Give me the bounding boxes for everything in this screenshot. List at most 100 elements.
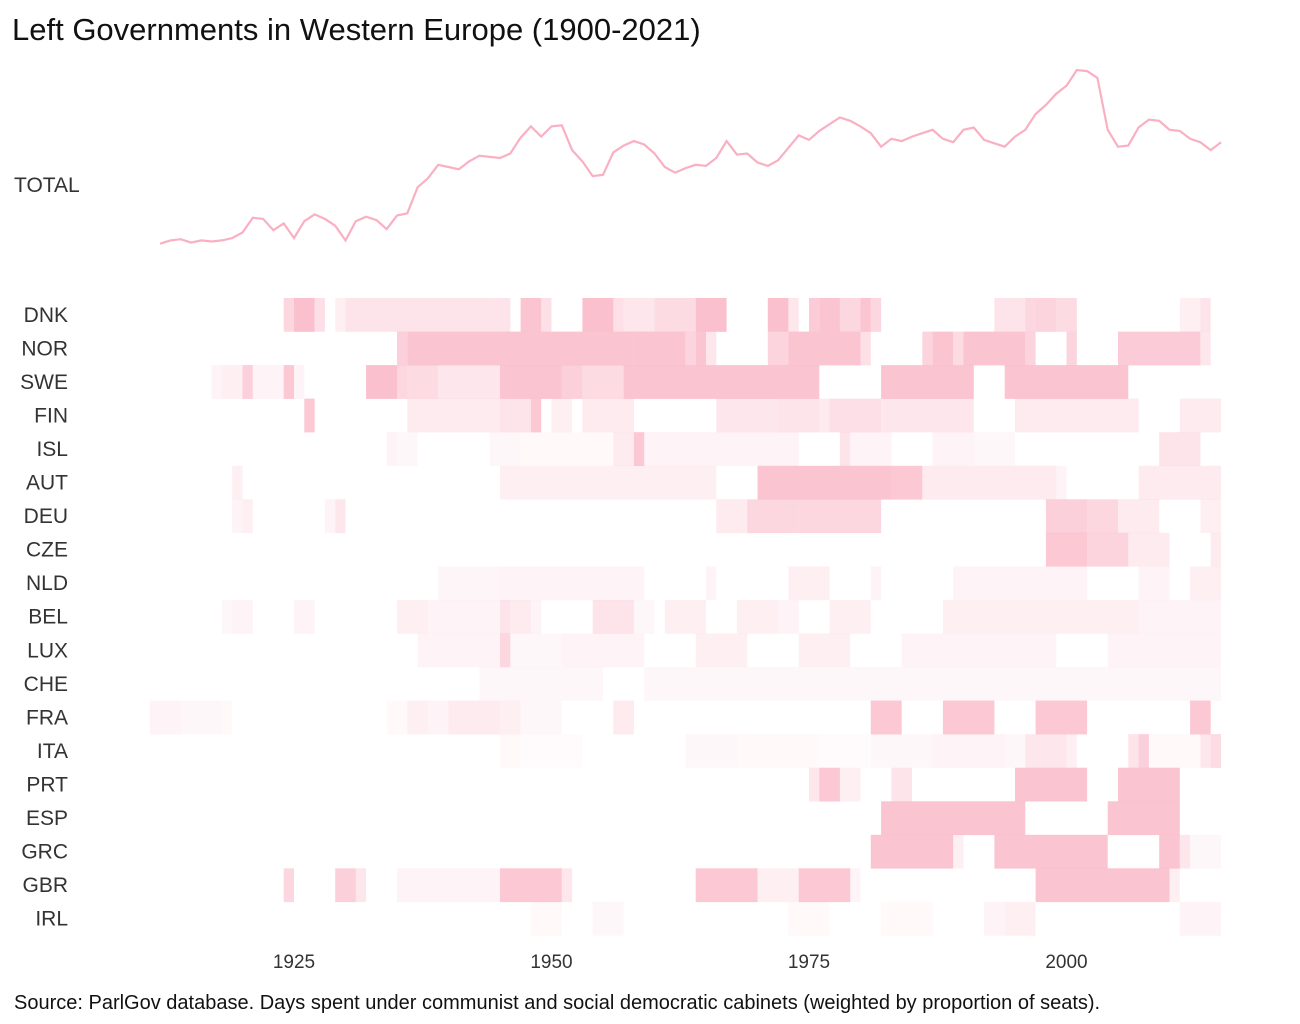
heat-cell-isl: [397, 432, 418, 466]
heat-cell-irl: [1004, 901, 1036, 936]
heatmap-cells: [149, 298, 1221, 936]
heat-cell-dnk: [819, 298, 840, 332]
heat-cell-isl: [1159, 432, 1201, 466]
heat-cell-isl: [850, 432, 892, 466]
heat-cell-nor: [932, 331, 954, 366]
heat-cell-dnk: [870, 298, 882, 332]
heat-cell-nor: [1025, 331, 1036, 366]
heat-cell-irl: [530, 901, 562, 936]
heat-cell-nld: [500, 566, 645, 601]
heat-cell-prt: [1015, 767, 1088, 802]
heat-cell-bel: [1179, 600, 1221, 634]
heat-cell-dnk: [1179, 298, 1201, 332]
heat-cell-dnk: [767, 298, 789, 332]
heat-cell-irl: [592, 901, 624, 936]
heat-cell-gbr: [283, 868, 294, 903]
heat-cell-fin: [551, 398, 573, 433]
heat-cell-dnk: [448, 298, 490, 332]
heat-cell-gbr: [1035, 868, 1170, 903]
heat-cell-bel: [829, 600, 871, 634]
heat-cell-gbr: [397, 868, 500, 903]
heat-cell-dnk: [1056, 298, 1077, 332]
total-series-line: [159, 68, 1222, 245]
chart-caption: Source: ParlGov database. Days spent und…: [14, 992, 1101, 1014]
heat-cell-bel: [1045, 600, 1139, 634]
heat-cell-dnk: [613, 298, 624, 332]
heat-cell-swe: [623, 365, 820, 399]
country-label-deu: DEU: [24, 505, 68, 528]
country-label-cze: CZE: [26, 539, 68, 562]
heat-cell-nor: [922, 331, 933, 366]
heat-cell-ita: [1200, 734, 1211, 768]
heat-cell-ita: [1025, 734, 1067, 768]
heat-cell-dnk: [520, 298, 542, 332]
heat-cell-swe: [252, 365, 264, 399]
heat-cell-isl: [839, 432, 851, 466]
heat-cell-grc: [1179, 834, 1191, 869]
heat-cell-prt: [839, 767, 861, 802]
heat-cell-che: [479, 667, 603, 701]
heat-cell-fin: [530, 398, 542, 433]
x-tick-label: 1975: [788, 952, 830, 973]
heat-cell-fra: [520, 700, 562, 735]
heat-cell-swe: [881, 365, 974, 399]
heat-cell-deu: [335, 499, 346, 534]
heat-cell-gbr: [1169, 868, 1180, 903]
heat-cell-swe: [366, 365, 397, 399]
country-label-ita: ITA: [37, 740, 68, 763]
heat-cell-nld: [953, 566, 1005, 601]
x-tick-label: 1925: [273, 952, 315, 973]
heat-cell-fra: [149, 700, 181, 735]
heat-cell-gbr: [500, 868, 562, 903]
heat-cell-bel: [397, 600, 428, 634]
heat-cell-bel: [1138, 600, 1180, 634]
heat-cell-dnk: [294, 298, 315, 332]
heat-cell-isl: [942, 432, 974, 466]
heat-cell-nld: [1138, 566, 1170, 601]
heat-cell-ita: [819, 734, 871, 768]
heat-cell-fra: [427, 700, 449, 735]
heat-cell-bel: [592, 600, 634, 634]
heat-cell-isl: [386, 432, 397, 466]
heat-cell-bel: [221, 600, 233, 634]
heat-cell-isl: [613, 432, 634, 466]
heat-cell-fin: [1097, 398, 1139, 433]
total-label: TOTAL: [14, 174, 80, 197]
heat-cell-ita: [1210, 734, 1221, 768]
heat-cell-grc: [1159, 834, 1180, 869]
heat-cell-nld: [1004, 566, 1088, 601]
heat-cell-dnk: [366, 298, 449, 332]
heat-cell-ita: [500, 734, 521, 768]
heat-cell-dnk: [1200, 298, 1211, 332]
country-label-fra: FRA: [26, 706, 68, 729]
heat-cell-nor: [685, 331, 696, 366]
heat-cell-swe: [211, 365, 222, 399]
heat-cell-deu: [1045, 499, 1088, 534]
heat-cell-isl: [973, 432, 1015, 466]
heat-cell-fin: [881, 398, 933, 433]
heat-cell-deu: [232, 499, 243, 534]
heat-cell-nld: [1190, 566, 1221, 601]
heat-cell-aut: [1056, 465, 1067, 500]
heat-cell-deu: [747, 499, 799, 534]
heat-cell-fra: [870, 700, 902, 735]
heat-cell-ita: [736, 734, 820, 768]
heat-cell-irl: [1179, 901, 1221, 936]
heat-cell-gbr: [850, 868, 861, 903]
heat-cell-gbr: [798, 868, 851, 903]
heat-cell-grc: [994, 834, 1108, 869]
heat-cell-nor: [1118, 331, 1201, 366]
heat-cell-ita: [685, 734, 737, 768]
country-label-che: CHE: [24, 673, 68, 696]
country-labels: DNK NOR SWE FIN ISL AUT DEU CZE NLD BEL LUX CHE FRA I…: [20, 304, 68, 931]
heat-cell-nor: [397, 331, 408, 366]
heat-cell-prt: [809, 767, 820, 802]
heat-cell-dnk: [1025, 298, 1036, 332]
heat-cell-aut: [891, 465, 923, 500]
heat-cell-fin: [1179, 398, 1221, 433]
heat-cell-lux: [798, 633, 851, 668]
heat-cell-ita: [1138, 734, 1149, 768]
heat-cell-deu: [716, 499, 748, 534]
heat-cell-dnk: [335, 298, 346, 332]
chart-title: Left Governments in Western Europe (1900…: [12, 12, 701, 47]
